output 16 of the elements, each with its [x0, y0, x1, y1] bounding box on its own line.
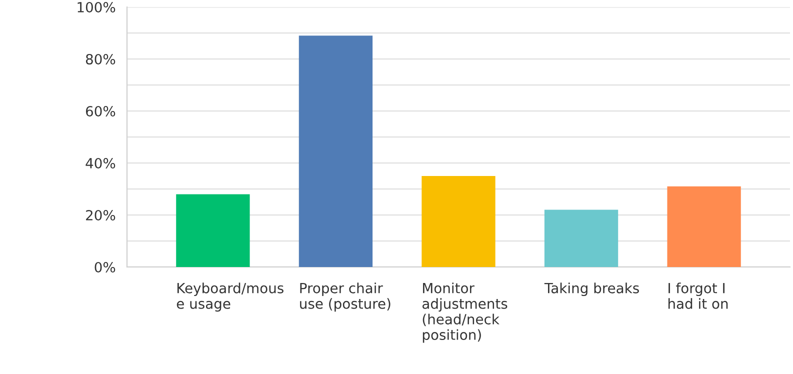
y-tick-label: 80%: [86, 54, 116, 64]
y-tick-label: 20%: [86, 210, 116, 220]
bar: [422, 176, 496, 267]
y-tick-label: 40%: [86, 158, 116, 168]
x-tick-label: Proper chair use (posture): [300, 282, 390, 312]
bar: [176, 194, 250, 267]
y-tick-label: 100%: [78, 2, 116, 12]
y-tick-label: 0%: [94, 262, 116, 272]
x-tick-label: Keyboard/mous e usage: [176, 282, 284, 312]
y-tick-label: 60%: [86, 106, 116, 116]
bar: [298, 36, 373, 267]
bar: [544, 210, 618, 267]
x-tick-label: I forgot I had it on: [668, 282, 728, 309]
bar: [667, 186, 741, 267]
x-tick-label: Taking breaks: [544, 282, 639, 296]
x-tick-label: Monitor adjustments (head/neck position): [422, 282, 508, 343]
